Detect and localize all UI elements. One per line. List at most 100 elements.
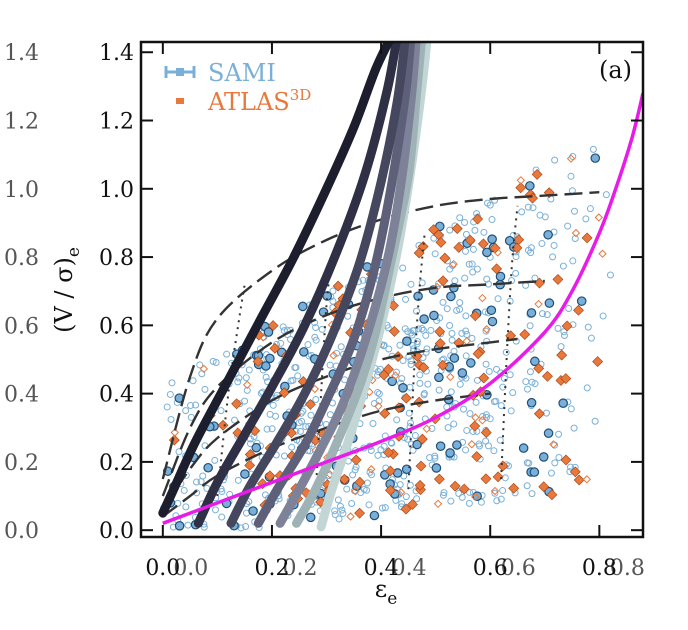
sami-open-point	[456, 299, 464, 307]
sami-open-point	[180, 486, 188, 494]
sami-open-point	[506, 297, 514, 305]
x-offset-tick-label: 0.6	[501, 556, 536, 581]
sami-open-point	[565, 305, 573, 313]
atlas-filled-point	[472, 213, 484, 225]
atlas-filled-point	[415, 460, 427, 472]
sami-open-point	[343, 485, 351, 493]
atlas-filled-point	[350, 454, 362, 466]
sami-open-point	[393, 416, 401, 424]
sami-filled-point	[482, 247, 492, 258]
sami-open-point	[543, 311, 551, 319]
sami-open-point	[460, 405, 468, 413]
sami-open-point	[462, 446, 470, 454]
offset-tick-labels: 0.0 0.2 0.4 0.6 0.8 1.0 1.2 1.4 0.0 0.2 0.4 0.6 0.8	[4, 41, 645, 581]
sami-open-point	[453, 306, 461, 314]
atlas-filled-point	[451, 223, 463, 235]
x-tick-label: 0.4	[364, 556, 399, 581]
sami-open-point	[526, 322, 534, 330]
sami-open-point	[488, 216, 496, 224]
sami-open-point	[496, 436, 504, 444]
sami-open-point	[413, 495, 421, 503]
sami-open-point	[493, 497, 501, 505]
sami-filled-point	[487, 234, 497, 244]
y-tick-label: 0.6	[99, 314, 134, 339]
sami-filled-point	[265, 353, 275, 364]
sami-open-point	[427, 326, 435, 334]
sami-open-point	[524, 203, 532, 211]
sami-open-point	[529, 204, 537, 212]
atlas-filled-point	[508, 482, 520, 494]
sami-open-point	[312, 396, 320, 404]
sami-filled-point	[558, 398, 568, 409]
legend-label-atlas: ATLAS3D	[207, 86, 311, 116]
sami-open-point	[197, 478, 205, 486]
sami-open-point	[348, 499, 356, 507]
sami-open-point	[182, 407, 190, 415]
sami-open-point	[456, 305, 464, 313]
sami-open-point	[287, 326, 295, 334]
sami-open-point	[424, 380, 432, 388]
sami-filled-point	[590, 153, 601, 163]
y-tick-label: 1.2	[99, 110, 134, 135]
sami-open-point	[584, 323, 592, 331]
sami-open-point	[402, 295, 410, 303]
atlas-filled-point	[383, 363, 394, 375]
sami-open-point	[491, 196, 499, 204]
sami-open-point	[485, 367, 493, 375]
sami-open-point	[512, 269, 520, 277]
sami-filled-point	[576, 296, 587, 306]
sami-open-point	[398, 500, 406, 508]
dashed-curve	[161, 191, 600, 480]
x-offset-tick-label: 0.4	[392, 556, 427, 581]
atlas-open-point	[516, 176, 526, 185]
atlas-filled-point	[433, 473, 445, 485]
sami-open-point	[491, 489, 499, 497]
sami-open-point	[431, 250, 439, 258]
sami-open-point	[482, 437, 490, 445]
x-axis-title: εe	[375, 575, 398, 609]
thick-curve	[226, 42, 410, 528]
sami-filled-point	[412, 439, 422, 450]
atlas-filled-point	[338, 473, 350, 485]
sami-open-point	[420, 391, 428, 399]
sami-open-point	[404, 328, 412, 336]
sami-open-point	[428, 425, 436, 433]
atlas-open-point	[566, 154, 576, 163]
sami-open-point	[508, 277, 516, 285]
sami-open-point	[336, 502, 344, 510]
sami-open-point	[385, 345, 393, 353]
atlas-filled-point	[354, 507, 366, 519]
sami-open-point	[374, 388, 382, 396]
y-offset-tick-label: 0.8	[4, 246, 39, 271]
legend-label-sami: SAMI	[208, 59, 276, 87]
atlas-filled-point	[478, 372, 490, 384]
sami-filled-point	[387, 376, 398, 387]
sami-open-point	[410, 326, 418, 334]
sami-open-point	[479, 412, 487, 420]
sami-filled-point	[203, 462, 213, 473]
sami-open-point	[551, 156, 559, 164]
y-tick-label: 0.4	[99, 383, 134, 408]
sami-open-point	[211, 506, 219, 514]
sami-open-point	[527, 244, 535, 252]
atlas-filled-point	[437, 275, 449, 287]
sami-open-point	[466, 488, 474, 496]
atlas-filled-point	[573, 304, 584, 316]
sami-filled-point	[487, 316, 498, 327]
sami-open-point	[528, 490, 536, 498]
sami-filled-point	[401, 464, 412, 475]
legend-marker-sami	[164, 66, 196, 78]
sami-open-point	[564, 222, 572, 230]
sami-open-point	[462, 352, 470, 360]
atlas-filled-point	[480, 427, 492, 438]
sami-open-point	[380, 442, 388, 450]
atlas-filled-point	[592, 356, 604, 368]
sami-open-point	[560, 332, 568, 340]
sami-open-point	[524, 385, 532, 393]
atlas-filled-point	[560, 373, 572, 385]
sami-open-point	[506, 371, 514, 379]
sami-open-point	[234, 476, 242, 484]
sami-open-point	[475, 442, 483, 450]
sami-filled-point	[398, 383, 408, 393]
sami-open-point	[494, 295, 502, 303]
